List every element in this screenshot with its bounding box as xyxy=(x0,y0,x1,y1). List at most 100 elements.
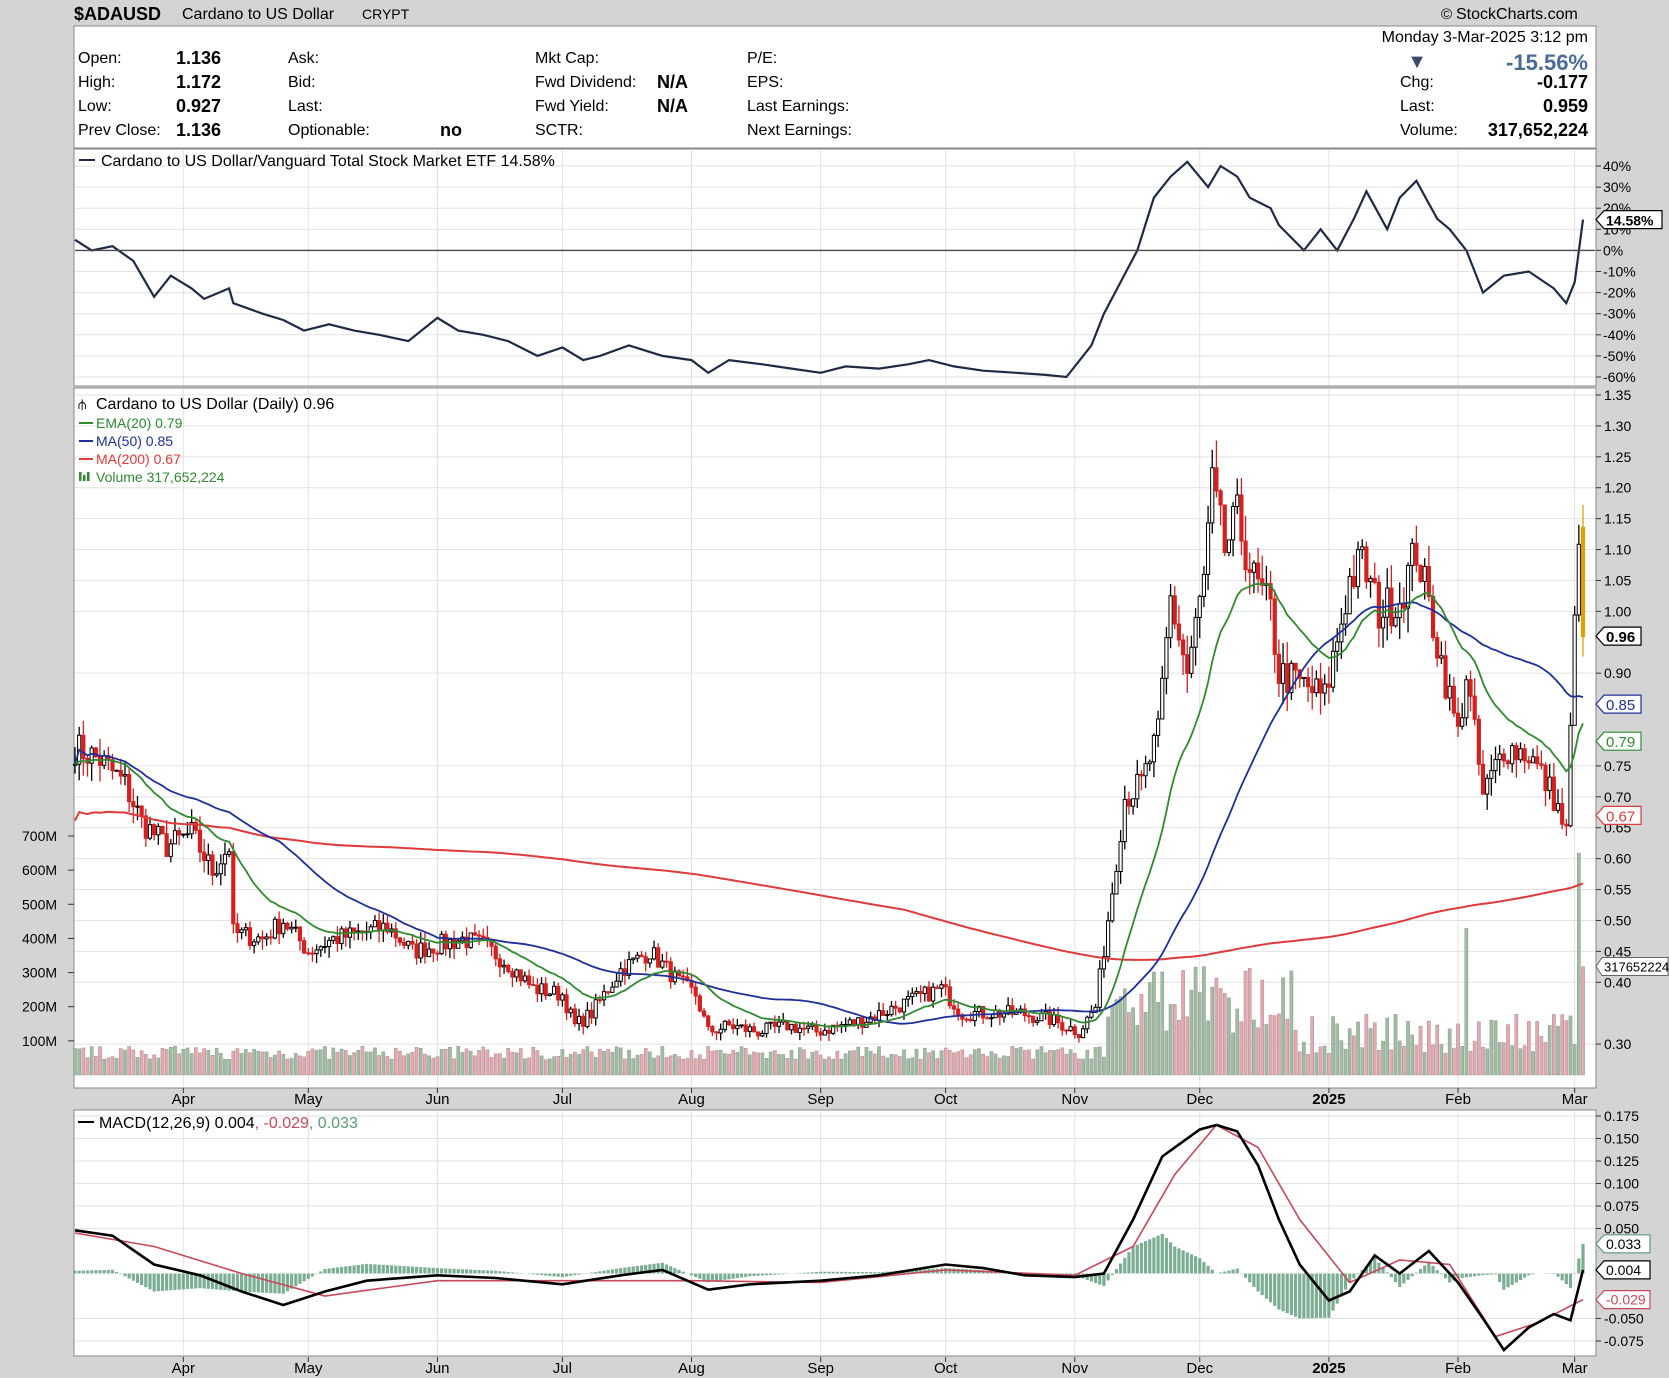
brand-symbol: © xyxy=(1441,6,1452,23)
volume-bar xyxy=(918,1058,923,1076)
macd-y-tick-label: -0.075 xyxy=(1604,1333,1644,1349)
macd-hist-bar xyxy=(1131,1246,1135,1274)
macd-hist-bar xyxy=(669,1266,673,1274)
volume-bar xyxy=(1322,1045,1327,1076)
volume-bar xyxy=(1177,1020,1181,1076)
macd-hist-bar xyxy=(394,1265,398,1274)
candle-body xyxy=(231,851,236,925)
volume-bar xyxy=(85,1057,90,1076)
volume-bar xyxy=(1014,1048,1019,1076)
candle-body xyxy=(576,1015,582,1025)
candle-body xyxy=(1110,893,1115,922)
candle-body xyxy=(143,815,148,839)
volume-bar xyxy=(235,1048,240,1076)
candle-legend-icon: ⫛ xyxy=(78,396,86,412)
price-tag-box xyxy=(1595,805,1642,825)
volume-bar xyxy=(518,1048,523,1076)
candle-body xyxy=(193,821,198,831)
candle-body xyxy=(1460,717,1465,727)
candle-body xyxy=(651,947,657,960)
candle-body xyxy=(1139,773,1144,777)
macd-hist-bar xyxy=(919,1269,923,1274)
candle-body xyxy=(202,851,207,861)
volume-bar xyxy=(648,1051,652,1076)
volume-bar xyxy=(743,1048,748,1076)
macd-hist-bar xyxy=(1268,1273,1273,1303)
macd-tag-box xyxy=(1595,1234,1651,1254)
volume-bar xyxy=(948,1050,952,1076)
candle-body xyxy=(1364,546,1369,583)
candle-body xyxy=(268,936,273,939)
info-label: High: xyxy=(78,74,115,91)
volume-bar xyxy=(473,1055,477,1076)
legend-label: MA(50) 0.85 xyxy=(96,433,173,449)
volume-bar xyxy=(389,1058,394,1076)
volume-bar xyxy=(423,1053,427,1076)
candle-body xyxy=(535,984,540,995)
volume-bar xyxy=(868,1051,873,1076)
volume-bar xyxy=(681,1059,685,1076)
volume-bar xyxy=(1072,1053,1077,1076)
candle-body xyxy=(218,863,223,875)
candle-body xyxy=(589,1009,594,1019)
macd-hist-bar xyxy=(1248,1273,1252,1283)
candle-body xyxy=(414,943,419,959)
volume-bar xyxy=(664,1057,669,1076)
volume-bar xyxy=(1435,1024,1439,1076)
volume-bar xyxy=(668,1055,673,1076)
macd-hist-bar xyxy=(1527,1273,1531,1276)
x-tick-label: Dec xyxy=(1186,1091,1213,1108)
macd-hist-bar xyxy=(835,1271,839,1274)
volume-bar xyxy=(585,1046,590,1076)
volume-bar xyxy=(1564,1020,1569,1076)
candle-body xyxy=(1189,646,1194,674)
candle-body xyxy=(847,1019,852,1025)
macd-hist-bar xyxy=(631,1266,635,1274)
volume-bar xyxy=(443,1049,448,1076)
macd-hist-bar xyxy=(398,1265,402,1274)
price-y-tick-label: 1.30 xyxy=(1604,418,1631,434)
candle-body xyxy=(1410,542,1415,566)
candle-body xyxy=(118,769,123,777)
price-y-tick-label: 1.25 xyxy=(1604,449,1631,465)
x-tick-label: Mar xyxy=(1562,1091,1588,1108)
volume-bar xyxy=(1277,1013,1281,1076)
volume-bar xyxy=(1381,1040,1385,1076)
candle-body xyxy=(601,991,607,1001)
candle-body xyxy=(1210,467,1215,524)
macd-hist-bar xyxy=(573,1273,577,1276)
candle-body xyxy=(168,843,173,857)
volume-bar xyxy=(510,1052,515,1076)
macd-hist-bar xyxy=(1148,1239,1152,1274)
x-tick-label: Mar xyxy=(1562,1360,1588,1377)
volume-bar xyxy=(1239,1021,1244,1076)
volume-bar xyxy=(102,1059,106,1076)
price-tag-box xyxy=(1595,694,1642,714)
candle-body xyxy=(339,928,344,945)
x-tick-label: Jun xyxy=(425,1091,449,1108)
macd-hist-bar xyxy=(344,1266,348,1274)
macd-hist-bar xyxy=(1485,1273,1489,1275)
x-tick-label: 2025 xyxy=(1312,1091,1345,1108)
volume-tick-label: 100M xyxy=(22,1033,57,1049)
volume-bar xyxy=(635,1055,640,1076)
macd-hist-bar xyxy=(464,1269,469,1274)
macd-hist-bar xyxy=(352,1265,356,1274)
candle-body xyxy=(1543,764,1548,792)
candle-body xyxy=(393,928,398,939)
candle-body xyxy=(1272,598,1277,655)
candle-body xyxy=(1518,748,1523,761)
volume-bar xyxy=(123,1049,127,1076)
candle-body xyxy=(1480,763,1486,795)
candle-body xyxy=(897,1007,902,1013)
candle-body xyxy=(206,854,211,861)
candle-body xyxy=(164,833,169,857)
candle-body xyxy=(756,1031,761,1037)
volume-bar xyxy=(1264,1024,1269,1076)
candle-body xyxy=(1439,655,1444,659)
macd-hist-bar xyxy=(327,1268,331,1274)
candle-body xyxy=(93,747,98,758)
volume-bar xyxy=(335,1051,340,1076)
candle-body xyxy=(385,922,390,933)
